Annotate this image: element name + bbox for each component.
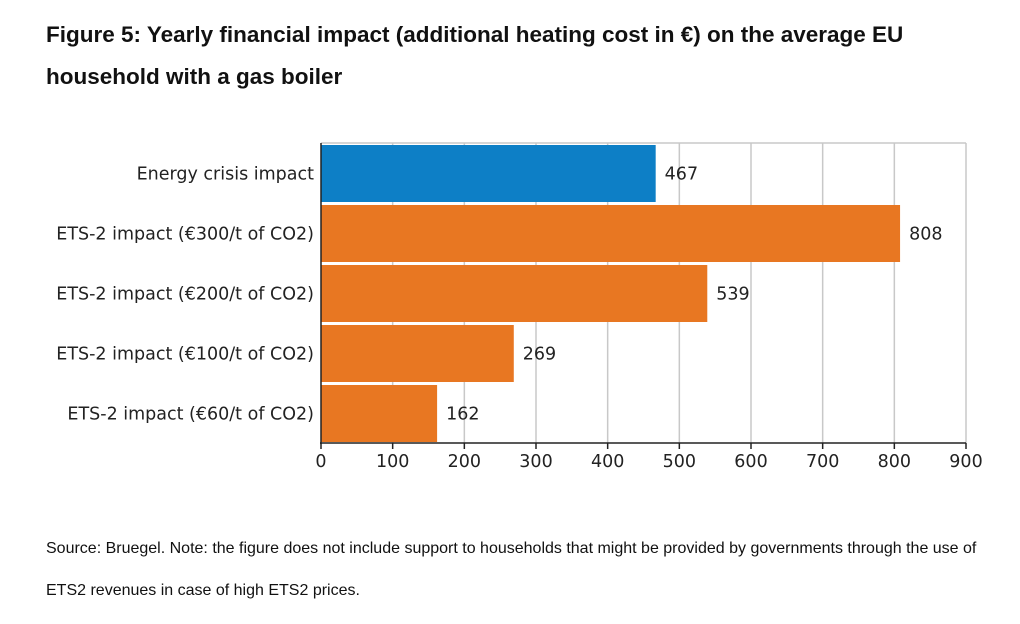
- data-label: 808: [909, 225, 942, 245]
- x-tick-label: 300: [519, 452, 552, 472]
- bars: [321, 145, 901, 442]
- category-label: ETS-2 impact (€60/t of CO2): [67, 405, 314, 425]
- labels: Energy crisis impact 467 ETS-2 impact (€30…: [56, 165, 982, 473]
- grid-lines: [321, 142, 967, 443]
- x-tick-label: 100: [376, 452, 409, 472]
- data-label: 539: [716, 285, 749, 305]
- bar: [321, 265, 708, 322]
- data-label: 467: [665, 165, 698, 185]
- category-label: Energy crisis impact: [137, 165, 315, 185]
- x-tick-label: 200: [448, 452, 481, 472]
- category-label: ETS-2 impact (€300/t of CO2): [56, 225, 314, 245]
- x-tick-label: 700: [806, 452, 839, 472]
- x-tick-label: 500: [663, 452, 696, 472]
- x-tick-label: 900: [949, 452, 982, 472]
- x-tick-label: 800: [878, 452, 911, 472]
- bar: [321, 325, 514, 382]
- category-label: ETS-2 impact (€100/t of CO2): [56, 345, 314, 365]
- category-label: ETS-2 impact (€200/t of CO2): [56, 285, 314, 305]
- bar: [321, 145, 656, 202]
- bar: [321, 385, 438, 442]
- x-tick-label: 600: [734, 452, 767, 472]
- axes: [320, 143, 967, 449]
- data-label: 162: [446, 405, 479, 425]
- figure-title: Figure 5: Yearly financial impact (addit…: [46, 22, 904, 89]
- x-tick-label: 400: [591, 452, 624, 472]
- source-note: Source: Bruegel. Note: the figure does n…: [46, 540, 977, 599]
- bar: [321, 205, 901, 262]
- data-label: 269: [523, 345, 556, 365]
- x-tick-label: 0: [315, 452, 326, 472]
